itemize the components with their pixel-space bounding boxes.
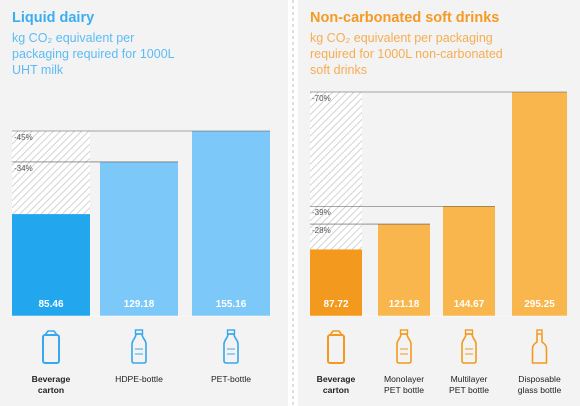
bar-value-label: 121.18 (389, 299, 420, 310)
reduction-percent-label: -34% (14, 164, 33, 173)
category-label: Beverage (317, 374, 356, 384)
bottle-icon (461, 329, 477, 364)
bar-value-label: 85.46 (38, 299, 63, 310)
reduction-percent-label: -28% (312, 226, 331, 235)
carton-icon (327, 330, 345, 364)
bar-value-label: 87.72 (323, 299, 348, 310)
category-label: HDPE-bottle (115, 374, 163, 384)
category-label: Monolayer (384, 374, 424, 384)
reduction-percent-label: -39% (312, 208, 331, 217)
category-label: carton (323, 385, 349, 395)
reduction-percent-label: -70% (312, 94, 331, 103)
panel-subtitle-line: UHT milk (12, 63, 64, 77)
category-label: PET-bottle (211, 374, 251, 384)
bar-2 (100, 161, 178, 316)
category-label: Multilayer (451, 374, 488, 384)
bottle-icon (223, 329, 239, 364)
category-label: PET bottle (449, 385, 489, 395)
bottle-icon (396, 329, 412, 364)
bar-3 (443, 206, 495, 316)
bar-3 (192, 131, 270, 316)
panel-subtitle-line: required for 1000L non-carbonated (310, 47, 503, 61)
panel-subtitle-line: kg CO₂ equivalent per (12, 31, 134, 45)
bar-4 (512, 92, 567, 316)
panel-subtitle-line: kg CO₂ equivalent per packaging (310, 31, 493, 45)
panel-liquid-dairy: Liquid dairy kg CO₂ equivalent per packagi… (12, 10, 270, 395)
category-label: Beverage (32, 374, 71, 384)
panel-title: Non-carbonated soft drinks (310, 10, 499, 26)
bar-1 (12, 214, 90, 316)
reduction-percent-label: -45% (14, 133, 33, 142)
bar-2 (378, 224, 430, 316)
panel-subtitle-line: soft drinks (310, 63, 367, 77)
bar-value-label: 129.18 (124, 299, 155, 310)
panel-title: Liquid dairy (12, 10, 94, 26)
bottle-icon (131, 329, 147, 364)
category-label: Disposable (518, 374, 561, 384)
bar-value-label: 155.16 (216, 299, 247, 310)
carton-icon (42, 330, 60, 364)
category-label: PET bottle (384, 385, 424, 395)
category-label: carton (38, 385, 64, 395)
glass-bottle-icon (531, 329, 548, 364)
panel-non-carbonated-soft-drinks: Non-carbonated soft drinks kg CO₂ equival… (310, 10, 567, 395)
bar-value-label: 144.67 (454, 299, 485, 310)
category-label: glass bottle (518, 385, 562, 395)
bar-value-label: 295.25 (524, 299, 555, 310)
panel-subtitle-line: packaging required for 1000L (12, 47, 175, 61)
reduction-hatch-area (12, 131, 90, 215)
reduction-hatch-area (310, 92, 362, 250)
bar-1 (310, 249, 362, 316)
